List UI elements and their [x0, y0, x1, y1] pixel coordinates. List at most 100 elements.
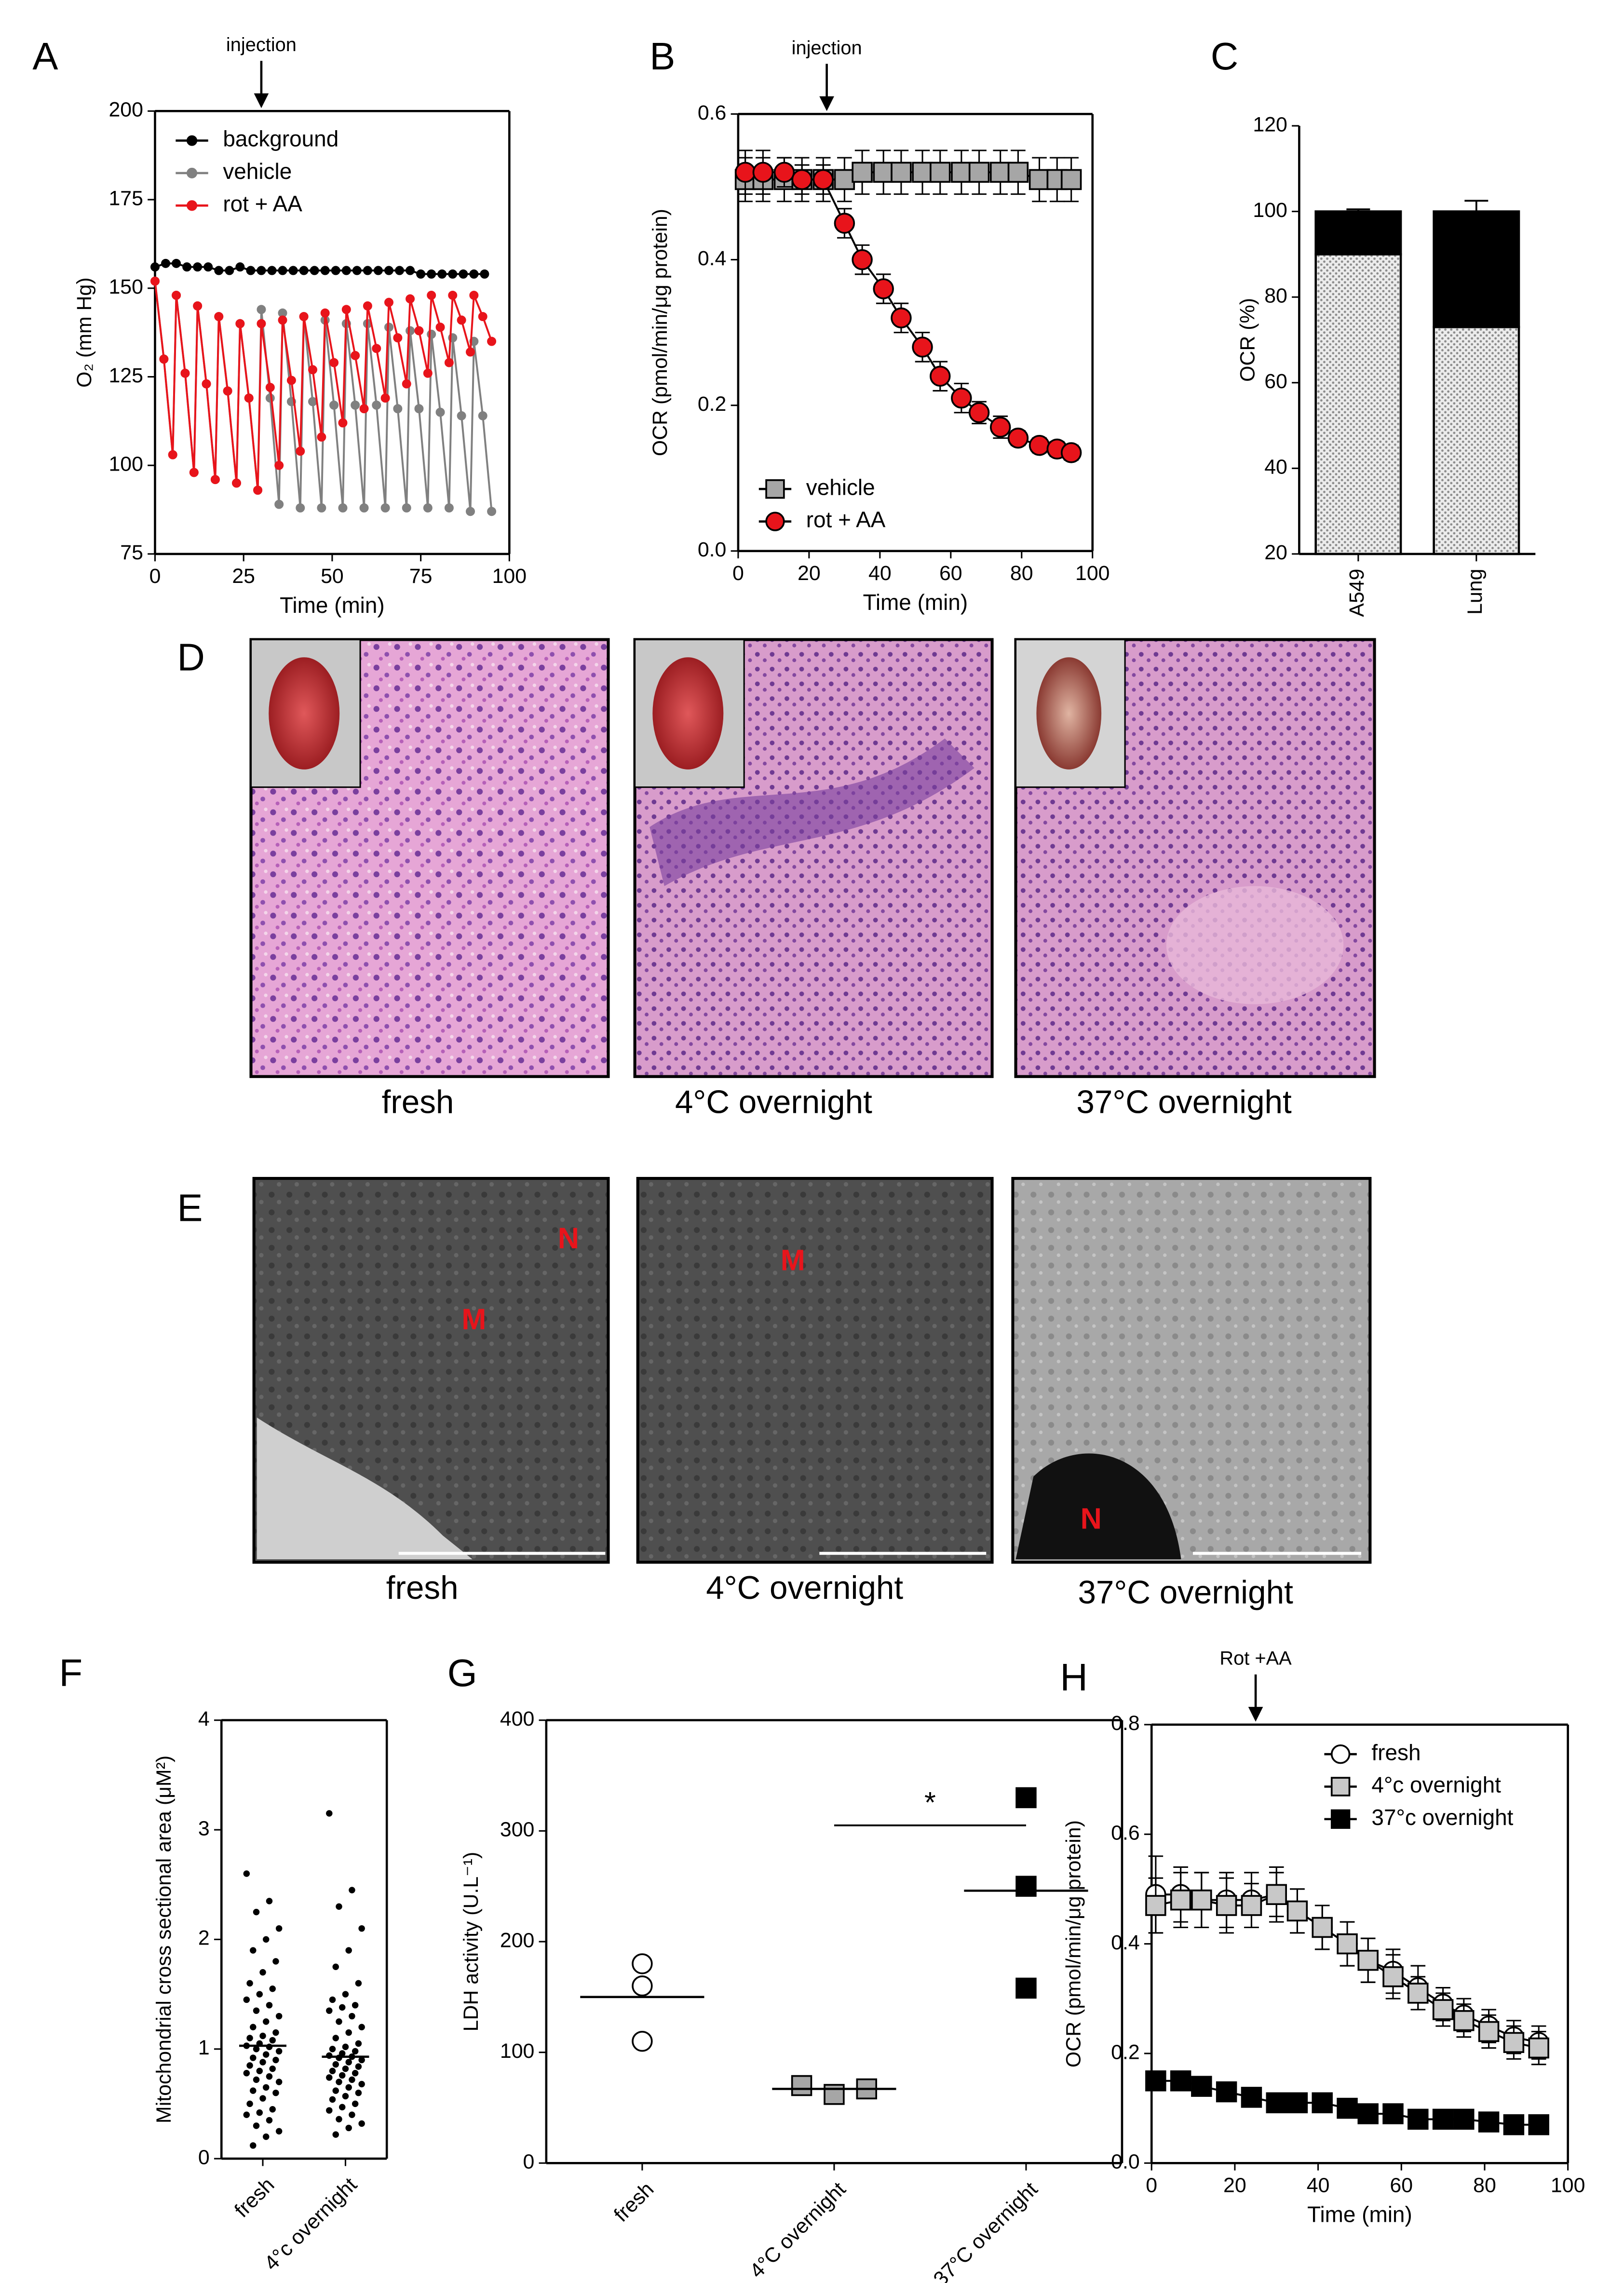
marker	[250, 2054, 257, 2061]
marker	[1266, 1884, 1287, 1905]
marker	[342, 2065, 349, 2072]
marker	[393, 404, 403, 414]
marker	[232, 478, 241, 488]
marker	[891, 307, 912, 329]
y-tick-label: 0.8	[1111, 1712, 1140, 1735]
marker	[478, 312, 487, 322]
x-tick-label: fresh	[230, 2173, 279, 2222]
x-tick-label: 50	[321, 565, 344, 588]
marker	[1528, 2114, 1549, 2135]
marker	[275, 1925, 283, 1932]
x-tick-label: 4°C overnight	[745, 2177, 850, 2283]
marker	[210, 475, 220, 485]
marker	[288, 266, 298, 275]
marker	[384, 266, 393, 275]
y-tick-label: 1	[198, 2036, 210, 2059]
marker	[393, 333, 403, 343]
legend-label: 37°c overnight	[1371, 1805, 1513, 1830]
y-axis-label: OCR (pmol/min/μg protein)	[649, 209, 672, 456]
x-tick-label: 40	[868, 562, 892, 585]
marker	[349, 2076, 355, 2083]
marker	[352, 2100, 359, 2107]
marker	[1453, 2010, 1475, 2031]
y-tick-label: 100	[500, 2040, 535, 2063]
y-tick-label: 20	[1264, 541, 1287, 564]
marker	[253, 2046, 260, 2053]
y-tick-label: 400	[500, 1707, 535, 1730]
marker	[329, 2046, 336, 2053]
marker	[423, 503, 433, 513]
y-axis-label: OCR (pmol/min/μg protein)	[1062, 1820, 1085, 2067]
marker	[341, 305, 351, 314]
legend-marker	[1330, 1809, 1351, 1829]
marker	[363, 301, 372, 311]
marker	[246, 2035, 253, 2041]
marker	[1216, 1895, 1237, 1916]
nucleus	[1015, 1453, 1181, 1559]
marker	[873, 278, 894, 299]
marker	[632, 1975, 653, 1997]
series-line	[154, 281, 493, 490]
marker	[336, 2116, 342, 2122]
y-tick-label: 0	[198, 2146, 210, 2169]
marker	[246, 266, 256, 275]
y-tick-label: 125	[108, 364, 143, 387]
significance-label: *	[924, 1786, 936, 1819]
marker	[1007, 427, 1029, 449]
y-tick-label: 0.6	[1111, 1822, 1140, 1845]
y-tick-label: 40	[1264, 456, 1287, 479]
y-tick-label: 300	[500, 1818, 535, 1841]
legend-label: rot + AA	[806, 507, 886, 532]
marker	[253, 2122, 260, 2129]
marker	[332, 1963, 339, 1970]
y-tick-label: 100	[1253, 199, 1287, 222]
marker	[968, 162, 990, 183]
marker	[1312, 1917, 1333, 1938]
marker	[274, 500, 284, 509]
marker	[427, 290, 436, 300]
marker	[1286, 1900, 1308, 1922]
marker	[253, 1908, 260, 1916]
legend-label: vehicle	[806, 474, 875, 500]
marker	[459, 269, 468, 279]
marker	[257, 305, 266, 314]
marker	[250, 2024, 257, 2031]
marker	[351, 351, 360, 360]
marker	[1382, 2103, 1404, 2124]
marker	[406, 326, 415, 336]
marker	[852, 249, 873, 270]
marker	[182, 262, 192, 272]
marker	[1337, 1933, 1358, 1955]
marker	[1216, 2081, 1237, 2103]
marker	[338, 503, 348, 513]
x-tick-label: 80	[1473, 2174, 1496, 2197]
marker	[345, 2084, 352, 2091]
marker	[275, 2128, 283, 2134]
marker	[352, 266, 362, 275]
marker	[951, 162, 972, 183]
marker	[299, 266, 309, 275]
marker	[1145, 2070, 1166, 2092]
bar-segment	[1433, 210, 1520, 328]
marker	[168, 450, 177, 459]
marker	[444, 358, 454, 367]
marker	[253, 486, 263, 495]
marker	[342, 2043, 349, 2050]
arrow-head	[819, 96, 834, 111]
marker	[269, 2037, 276, 2044]
structure-label: N	[1081, 1502, 1102, 1535]
marker	[1478, 2111, 1500, 2133]
marker	[632, 1953, 653, 1974]
marker	[355, 2063, 362, 2070]
marker	[296, 446, 305, 456]
marker	[317, 503, 326, 513]
y-tick-label: 0	[523, 2150, 535, 2174]
y-axis-label: LDH activity (U.L⁻¹)	[460, 1852, 483, 2032]
x-tick-label: 100	[492, 565, 527, 588]
x-tick-label: 25	[232, 565, 255, 588]
y-tick-label: 3	[198, 1817, 210, 1840]
bar-segment	[1314, 253, 1402, 555]
marker	[243, 1870, 250, 1877]
legend-label: background	[223, 126, 338, 151]
